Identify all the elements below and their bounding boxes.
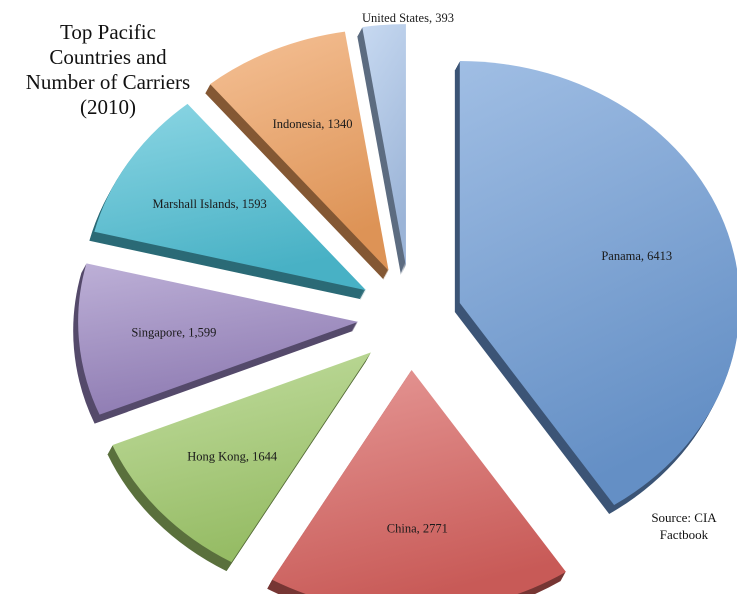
chart-title: Top Pacific Countries and Number of Carr…	[8, 20, 208, 120]
source-line-1: Source: CIA	[651, 510, 717, 525]
pie-slice-singapore	[73, 263, 359, 424]
pie-slice-face	[272, 369, 566, 594]
slice-label-china: China, 2771	[387, 521, 448, 535]
pie-slice-face	[210, 31, 389, 271]
pie-slice-hong-kong	[107, 352, 371, 572]
pie-slice-face	[78, 263, 359, 415]
pie-slice-face	[362, 24, 406, 267]
source-line-2: Factbook	[659, 527, 709, 542]
pie-slice-marshall-islands	[89, 103, 366, 300]
pie-slice-face	[94, 103, 366, 291]
chart-title-line-2: Countries and	[49, 45, 167, 69]
pie-slice-united-states	[357, 24, 406, 276]
chart-title-line-1: Top Pacific	[60, 20, 156, 44]
pie-slice-face	[112, 352, 371, 563]
pie-slice-panama	[454, 61, 737, 514]
chart-title-line-4: (2010)	[80, 95, 136, 119]
slice-label-united-states: United States, 393	[362, 11, 454, 25]
slice-label-singapore: Singapore, 1,599	[131, 326, 216, 340]
slice-label-panama: Panama, 6413	[601, 249, 672, 263]
pie-slice-indonesia	[205, 31, 389, 280]
slice-label-hong-kong: Hong Kong, 1644	[187, 450, 278, 464]
pie-slice-face	[459, 61, 737, 505]
source-note: Source: CIA Factbook	[630, 509, 737, 543]
slice-label-indonesia: Indonesia, 1340	[273, 117, 353, 131]
pie-slice-china	[267, 369, 566, 594]
slice-label-marshall-islands: Marshall Islands, 1593	[152, 197, 266, 211]
chart-title-line-3: Number of Carriers	[25, 70, 191, 94]
